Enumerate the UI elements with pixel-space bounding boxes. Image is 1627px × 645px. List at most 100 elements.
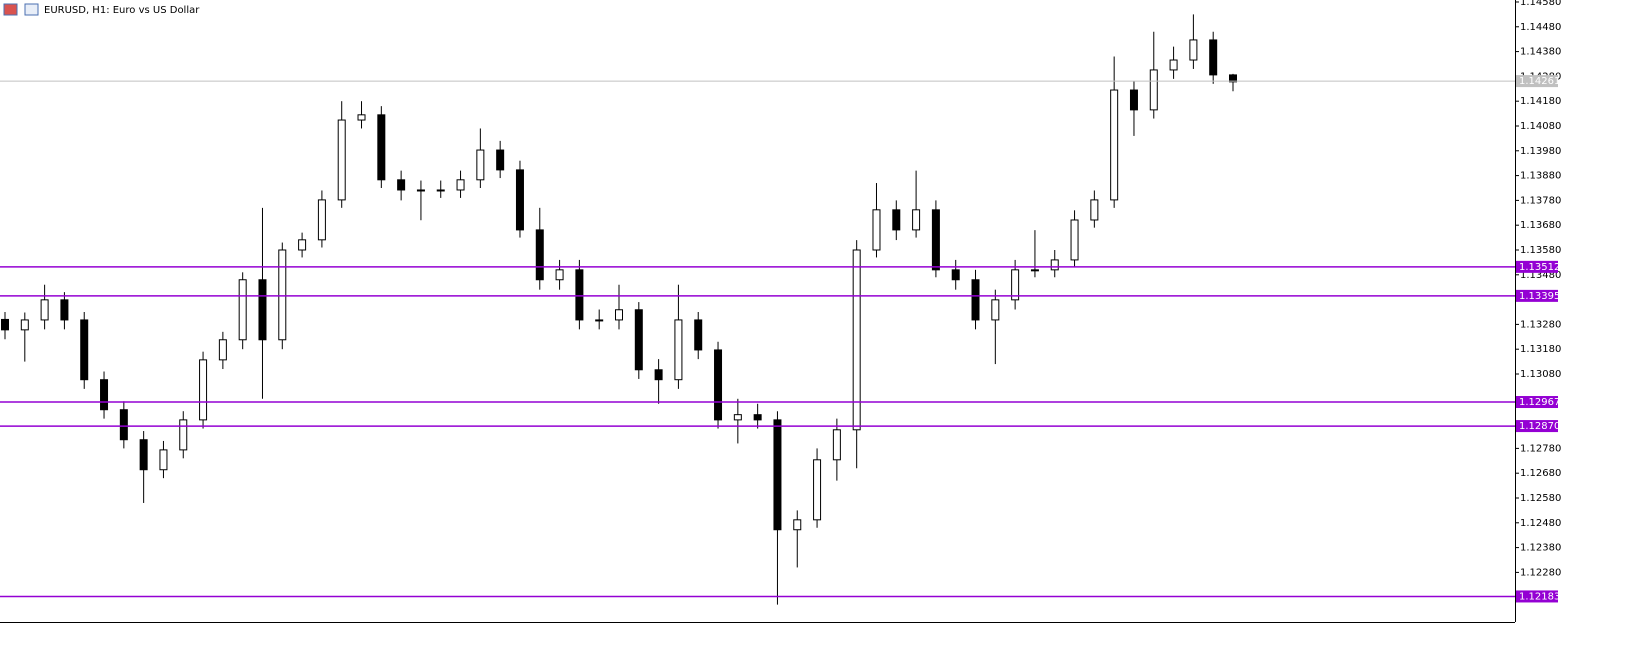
candle-body — [20, 319, 29, 331]
candle-body — [634, 309, 643, 371]
candle-body — [1189, 39, 1198, 61]
candle-body — [892, 209, 901, 231]
candle-body — [793, 519, 802, 531]
y-tick-label: 1.14480 — [1520, 22, 1561, 33]
candle-body — [1011, 269, 1020, 301]
candle-body — [931, 209, 940, 271]
candle-body — [1169, 59, 1178, 71]
candle-body — [813, 459, 822, 521]
candle-body — [654, 369, 663, 381]
candle-body — [258, 279, 267, 341]
candle-body — [1110, 89, 1119, 201]
y-tick-label: 1.13480 — [1520, 270, 1561, 281]
candle-body — [832, 429, 841, 461]
candle-body — [159, 449, 168, 471]
current-price-tag — [1516, 75, 1558, 88]
y-tick-label: 1.12580 — [1520, 493, 1561, 504]
candle-body — [199, 359, 208, 421]
candle-body — [1129, 89, 1138, 111]
candle-body — [773, 419, 782, 531]
y-tick-label: 1.14180 — [1520, 96, 1561, 107]
candle-body — [674, 319, 683, 381]
y-tick-label: 1.13080 — [1520, 369, 1561, 380]
candle-body — [80, 319, 89, 381]
y-tick-label: 1.13680 — [1520, 220, 1561, 231]
candle-body — [535, 229, 544, 281]
level-label: 1.12967 — [1519, 397, 1560, 408]
candle-body — [317, 199, 326, 241]
candle-body — [575, 269, 584, 321]
y-tick-label: 1.12680 — [1520, 468, 1561, 479]
level-label: 1.12183 — [1519, 591, 1560, 602]
candle-body — [476, 149, 485, 181]
candle-body — [357, 114, 366, 121]
level-tag — [1516, 590, 1558, 603]
candle-body — [555, 269, 564, 281]
candle-body — [694, 319, 703, 351]
y-tick-label: 1.14380 — [1520, 47, 1561, 58]
candle-body — [436, 189, 445, 192]
candle-body — [852, 249, 861, 431]
y-tick-label: 1.13580 — [1520, 245, 1561, 256]
y-tick-label: 1.13780 — [1520, 195, 1561, 206]
candle-body — [278, 249, 287, 341]
candle-body — [416, 189, 425, 192]
y-tick-label: 1.14580 — [1520, 0, 1561, 8]
candle-body — [218, 339, 227, 361]
candle-body — [1229, 74, 1237, 83]
level-label: 1.12870 — [1519, 421, 1560, 432]
candle-body — [179, 419, 188, 451]
level-tag — [1516, 396, 1558, 409]
candle-body — [40, 299, 49, 321]
candle-body — [1050, 259, 1059, 271]
candle-body — [515, 169, 524, 231]
y-tick-label: 1.12280 — [1520, 567, 1561, 578]
y-tick-label: 1.12480 — [1520, 518, 1561, 529]
y-tick-label: 1.13280 — [1520, 319, 1561, 330]
icon — [3, 3, 18, 16]
candle-body — [1030, 269, 1039, 272]
candle-body — [951, 269, 960, 281]
candle-body — [139, 439, 148, 471]
candle-body — [397, 179, 406, 191]
candle-body — [1209, 39, 1218, 76]
candle-body — [912, 209, 921, 231]
level-tag — [1516, 260, 1558, 273]
candle-body — [1149, 69, 1158, 111]
candle-body — [119, 409, 128, 441]
candle-body — [100, 379, 109, 411]
icon — [24, 3, 39, 16]
level-label: 1.13395 — [1519, 291, 1560, 302]
candle-body — [991, 299, 1000, 321]
candle-body — [714, 349, 723, 421]
candle-body — [337, 119, 346, 201]
y-tick-label: 1.13980 — [1520, 146, 1561, 157]
candle-body — [60, 299, 69, 321]
candle-body — [456, 179, 465, 191]
candle-body — [377, 114, 386, 181]
candle-body — [971, 279, 980, 321]
y-tick-label: 1.14080 — [1520, 121, 1561, 132]
candle-body — [1, 318, 9, 331]
candle-body — [496, 149, 505, 171]
y-tick-label: 1.12780 — [1520, 443, 1561, 454]
candle-body — [733, 414, 742, 421]
level-tag — [1516, 289, 1558, 302]
chart-title: EURUSD, H1: Euro vs US Dollar — [44, 5, 200, 16]
candle-body — [595, 319, 604, 322]
candle-body — [1070, 219, 1079, 261]
y-tick-label: 1.13880 — [1520, 171, 1561, 182]
candle-body — [238, 279, 247, 341]
y-tick-label: 1.13180 — [1520, 344, 1561, 355]
level-tag — [1516, 420, 1558, 433]
level-label: 1.13512 — [1519, 262, 1560, 273]
current-price-label: 1.14261 — [1519, 76, 1560, 87]
candle-body — [753, 414, 762, 421]
candle-body — [1090, 199, 1099, 221]
y-tick-label: 1.12380 — [1520, 543, 1561, 554]
candle-body — [872, 209, 881, 251]
symbol-icons — [3, 3, 39, 16]
candle-body — [298, 239, 307, 251]
